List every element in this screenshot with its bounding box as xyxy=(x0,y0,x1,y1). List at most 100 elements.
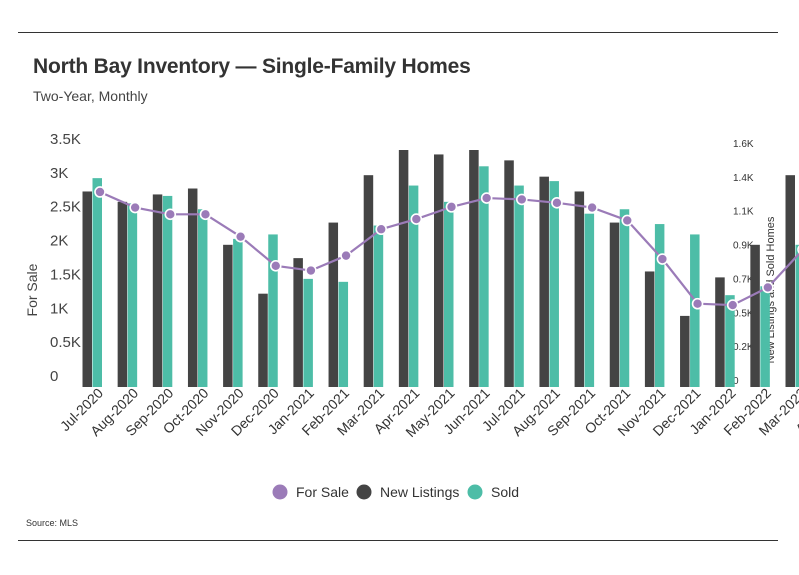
bar-new-listings xyxy=(574,191,585,387)
bar-new-listings xyxy=(117,201,128,387)
bar-new-listings xyxy=(434,154,444,387)
bar-new-listings xyxy=(539,176,549,387)
bar-sold xyxy=(408,185,419,387)
top-rule xyxy=(18,32,778,33)
for-sale-point xyxy=(375,223,388,236)
x-axis-ticks: Jul-2020Aug-2020Sep-2020Oct-2020Nov-2020… xyxy=(57,385,799,440)
bar-new-listings xyxy=(785,175,795,387)
for-sale-point xyxy=(480,192,493,204)
right-tick-label: 0.7K xyxy=(733,274,754,285)
bar-new-listings xyxy=(293,258,303,387)
legend-marker-new-listings xyxy=(356,484,372,500)
bar-sold xyxy=(549,181,559,387)
bar-new-listings xyxy=(469,150,479,387)
left-axis-ticks: 0 0.5K 1K 1.5K 2K 2.5K 3K 3.5K xyxy=(50,131,81,385)
source-note: Source: MLS xyxy=(26,518,79,528)
for-sale-point xyxy=(234,230,247,243)
bar-sold xyxy=(514,185,524,387)
bar-sold xyxy=(479,166,489,387)
for-sale-point xyxy=(164,208,177,221)
legend-label-for-sale: For Sale xyxy=(296,484,349,500)
bar-new-listings xyxy=(398,150,409,387)
right-axis-ticks: 0 0.2K 0.5K 0.7K 0.9K 1.1K 1.4K 1.6K xyxy=(733,139,754,387)
left-tick-label: 2.5K xyxy=(50,199,81,216)
chart-title: North Bay Inventory — Single-Family Home… xyxy=(33,55,471,78)
legend-item-new-listings: New Listings xyxy=(356,484,459,500)
bar-sold xyxy=(127,203,138,387)
bar-new-listings xyxy=(715,277,725,387)
legend-label-new-listings: New Listings xyxy=(380,484,459,500)
for-sale-point xyxy=(515,193,528,206)
bar-sold xyxy=(654,224,665,387)
right-tick-label: 0.2K xyxy=(733,342,754,353)
bar-new-listings xyxy=(187,188,198,387)
bar-sold xyxy=(338,281,349,387)
for-sale-point xyxy=(726,299,739,311)
right-tick-label: 0.5K xyxy=(733,308,754,319)
left-axis-title: For Sale xyxy=(24,263,40,316)
bar-new-listings xyxy=(152,194,163,387)
left-tick-label: 3K xyxy=(50,165,68,182)
for-sale-point xyxy=(762,281,774,294)
for-sale-point xyxy=(410,213,423,225)
bar-new-listings xyxy=(504,160,514,387)
chart-subtitle: Two-Year, Monthly xyxy=(33,88,148,104)
bar-new-listings xyxy=(223,244,233,387)
left-tick-label: 0.5K xyxy=(50,334,81,351)
right-tick-label: 1.6K xyxy=(733,139,754,150)
bar-new-listings xyxy=(680,315,690,387)
bar-new-listings xyxy=(644,271,655,387)
for-sale-point xyxy=(269,259,282,272)
bar-sold xyxy=(690,234,700,387)
left-tick-label: 3.5K xyxy=(50,131,81,148)
bar-sold xyxy=(795,244,799,387)
bar-sold xyxy=(444,201,454,387)
bar-new-listings xyxy=(750,244,760,387)
legend-item-sold: Sold xyxy=(467,484,519,500)
bar-series xyxy=(82,150,799,387)
bar-new-listings xyxy=(328,222,339,387)
bar-sold xyxy=(268,234,278,387)
for-sale-point xyxy=(305,264,317,277)
for-sale-point xyxy=(691,297,704,310)
bar-new-listings xyxy=(258,293,268,387)
right-tick-label: 1.4K xyxy=(733,173,754,184)
for-sale-point xyxy=(94,186,106,198)
for-sale-point xyxy=(656,253,669,265)
for-sale-point xyxy=(551,197,563,209)
legend-marker-for-sale xyxy=(272,484,288,500)
bar-sold xyxy=(162,195,173,387)
bar-sold xyxy=(197,209,208,387)
legend-marker-sold xyxy=(467,484,483,500)
bar-new-listings xyxy=(82,191,92,387)
left-tick-label: 1.5K xyxy=(50,266,81,283)
right-tick-label: 1.1K xyxy=(733,207,754,218)
bar-sold xyxy=(584,213,595,387)
left-tick-label: 1K xyxy=(50,300,68,317)
bar-sold xyxy=(760,286,770,387)
bar-new-listings xyxy=(609,222,620,387)
bar-sold xyxy=(619,209,630,387)
legend: For Sale New Listings Sold xyxy=(272,484,519,500)
bar-sold xyxy=(233,238,243,387)
right-tick-label: 0.9K xyxy=(733,241,754,252)
bar-sold xyxy=(725,295,735,387)
for-sale-point xyxy=(340,249,352,262)
left-tick-label: 0 xyxy=(50,368,58,385)
legend-label-sold: Sold xyxy=(491,484,519,500)
bar-sold xyxy=(303,278,313,387)
for-sale-point xyxy=(621,214,634,227)
bar-sold xyxy=(92,178,102,387)
bottom-rule xyxy=(18,540,778,541)
for-sale-point xyxy=(445,201,458,213)
for-sale-point xyxy=(129,201,141,214)
bar-new-listings xyxy=(363,175,374,387)
right-tick-label: 0 xyxy=(733,376,739,387)
left-tick-label: 2K xyxy=(50,233,68,250)
bar-sold xyxy=(373,225,384,387)
legend-item-for-sale: For Sale xyxy=(272,484,349,500)
for-sale-point xyxy=(199,208,212,221)
for-sale-point xyxy=(586,201,598,214)
for-sale-line-series xyxy=(94,186,799,311)
